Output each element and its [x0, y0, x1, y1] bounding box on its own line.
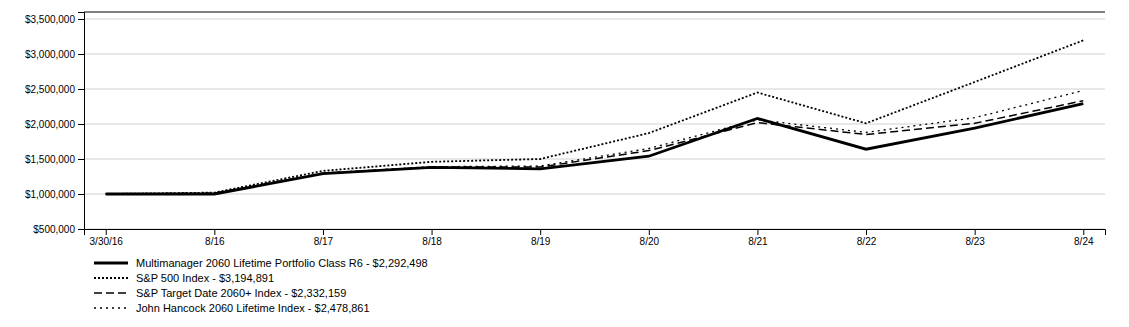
- y-tick-mark: [78, 159, 84, 160]
- x-tick-label: 8/16: [205, 236, 225, 247]
- y-axis-line: [78, 13, 85, 230]
- grid-line: [84, 19, 1105, 20]
- y-tick: $1,500,000: [25, 154, 84, 165]
- x-tick: 8/24: [1074, 229, 1094, 247]
- grid-line: [84, 54, 1105, 55]
- y-tick: $2,500,000: [25, 84, 84, 95]
- y-tick-label: $3,500,000: [25, 14, 75, 25]
- x-tick: 8/23: [965, 229, 985, 247]
- y-tick-label: $2,500,000: [25, 84, 75, 95]
- x-tick-mark: [540, 229, 541, 235]
- legend-swatch: [94, 307, 128, 308]
- x-tick: 8/22: [857, 229, 877, 247]
- x-axis: 3/30/16 8/16 8/17 8/18 8/19 8/20 8/21 8/22 8/23 8…: [85, 229, 1106, 247]
- legend-label: John Hancock 2060 Lifetime Index - $2,47…: [136, 302, 370, 314]
- x-tick-label: 3/30/16: [90, 236, 124, 247]
- legend-item: Multimanager 2060 Lifetime Portfolio Cla…: [94, 257, 428, 269]
- grid-line: [84, 124, 1105, 125]
- x-tick: 8/20: [640, 229, 660, 247]
- y-tick: $3,000,000: [25, 49, 84, 60]
- chart: 3/30/16 8/16 8/17 8/18 8/19 8/20 8/21 8/22 8/23 8…: [0, 0, 1129, 327]
- series-line: [106, 101, 1084, 194]
- grid-line: [84, 89, 1105, 90]
- x-tick-mark: [975, 229, 976, 235]
- y-tick: $2,000,000: [25, 119, 84, 130]
- x-tick: 3/30/16: [90, 229, 124, 247]
- y-tick-label: $3,000,000: [25, 49, 75, 60]
- plot: 3/30/16 8/16 8/17 8/18 8/19 8/20 8/21 8/22 8/23 8…: [25, 12, 1106, 247]
- series-line: [106, 90, 1084, 194]
- legend-item: S&P Target Date 2060+ Index - $2,332,159: [94, 287, 346, 299]
- y-tick-label: $500,000: [33, 224, 75, 235]
- lines: [106, 40, 1084, 194]
- x-tick-label: 8/17: [314, 236, 334, 247]
- x-axis-line: [85, 230, 1106, 236]
- x-tick: 8/19: [531, 229, 551, 247]
- x-tick-mark: [757, 229, 758, 235]
- x-tick-mark: [214, 229, 215, 235]
- y-tick: $1,000,000: [25, 189, 84, 200]
- grid-line: [84, 159, 1105, 160]
- x-tick: 8/18: [422, 229, 442, 247]
- legend-label: Multimanager 2060 Lifetime Portfolio Cla…: [136, 257, 428, 269]
- legend-item: S&P 500 Index - $3,194,891: [94, 272, 274, 284]
- y-tick: $3,500,000: [25, 14, 84, 25]
- x-tick-label: 8/19: [531, 236, 551, 247]
- y-tick-mark: [78, 124, 84, 125]
- x-tick-label: 8/20: [640, 236, 660, 247]
- y-tick-mark: [78, 89, 84, 90]
- y-tick-label: $1,000,000: [25, 189, 75, 200]
- x-tick-label: 8/21: [748, 236, 768, 247]
- x-tick-label: 8/23: [965, 236, 985, 247]
- y-tick-label: $1,500,000: [25, 154, 75, 165]
- y-tick-label: $2,000,000: [25, 119, 75, 130]
- x-tick-mark: [866, 229, 867, 235]
- x-tick-mark: [432, 229, 433, 235]
- x-tick-label: 8/22: [857, 236, 877, 247]
- x-tick-label: 8/24: [1074, 236, 1094, 247]
- legend-label: S&P 500 Index - $3,194,891: [136, 272, 274, 284]
- x-tick-mark: [1083, 229, 1084, 235]
- x-tick-mark: [649, 229, 650, 235]
- legend: Multimanager 2060 Lifetime Portfolio Cla…: [94, 257, 428, 314]
- x-tick: 8/21: [748, 229, 768, 247]
- series-line: [106, 40, 1084, 194]
- legend-swatch: [94, 292, 128, 294]
- x-tick: 8/17: [314, 229, 334, 247]
- y-tick-mark: [78, 194, 84, 195]
- legend-swatch: [94, 277, 128, 279]
- y-tick: $500,000: [33, 224, 84, 235]
- grid: [84, 19, 1105, 229]
- legend-item: John Hancock 2060 Lifetime Index - $2,47…: [94, 302, 370, 314]
- x-tick: 8/16: [205, 229, 225, 247]
- frame-top: [84, 12, 1105, 13]
- y-tick-mark: [78, 54, 84, 55]
- x-tick-label: 8/18: [422, 236, 442, 247]
- y-axis: $500,000 $1,000,000 $1,500,000 $2,000,000 $2…: [25, 13, 85, 235]
- series-line: [106, 104, 1084, 194]
- grid-line: [84, 194, 1105, 195]
- x-tick-mark: [106, 229, 107, 235]
- y-tick-mark: [78, 19, 84, 20]
- legend-swatch: [94, 262, 128, 265]
- y-tick-mark: [78, 229, 84, 230]
- x-tick-mark: [323, 229, 324, 235]
- legend-label: S&P Target Date 2060+ Index - $2,332,159: [136, 287, 346, 299]
